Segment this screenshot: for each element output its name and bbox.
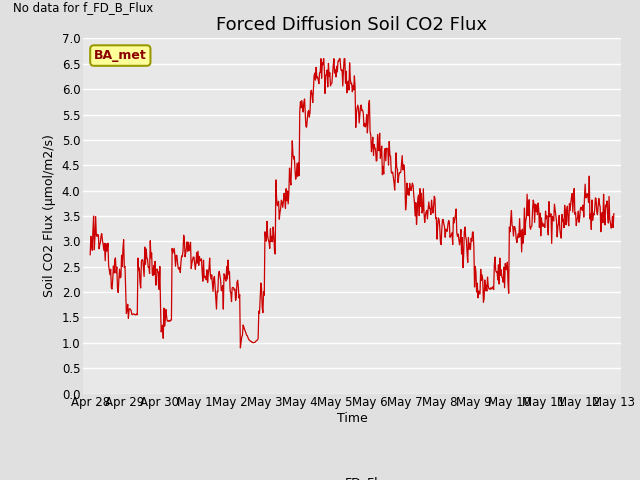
Legend: FD_Flux: FD_Flux [305, 471, 399, 480]
Text: No data for f_FD_B_Flux: No data for f_FD_B_Flux [13, 0, 154, 13]
Text: BA_met: BA_met [94, 49, 147, 62]
X-axis label: Time: Time [337, 412, 367, 425]
Y-axis label: Soil CO2 Flux (μmol/m2/s): Soil CO2 Flux (μmol/m2/s) [44, 134, 56, 298]
Title: Forced Diffusion Soil CO2 Flux: Forced Diffusion Soil CO2 Flux [216, 16, 488, 34]
